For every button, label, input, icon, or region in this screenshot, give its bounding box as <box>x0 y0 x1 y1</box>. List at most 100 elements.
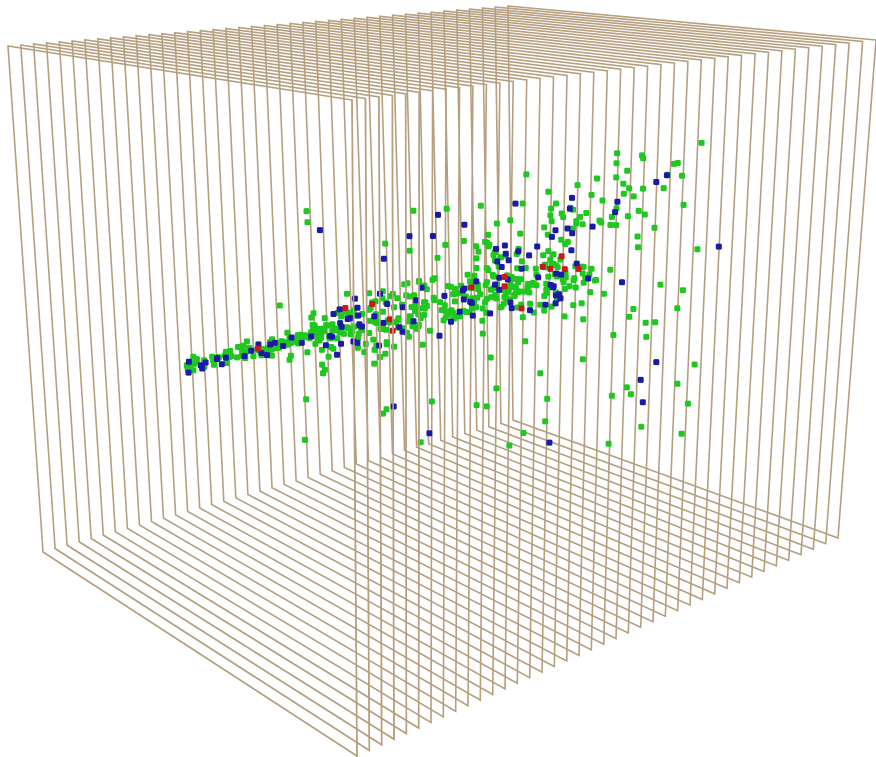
hit-green-point <box>482 282 489 289</box>
hit-green-point <box>303 396 310 403</box>
hit-blue-point <box>338 323 345 330</box>
hit-blue-point <box>448 318 454 325</box>
hit-blue-point <box>371 313 378 320</box>
hit-green-point <box>493 220 500 227</box>
hit-blue-point <box>355 312 362 319</box>
hit-green-point <box>519 314 526 321</box>
hit-red-point <box>386 316 393 323</box>
hit-green-point <box>545 248 552 255</box>
hit-green-point <box>583 210 590 216</box>
hit-blue-point <box>542 301 549 308</box>
hit-blue-point <box>380 319 387 326</box>
hit-blue-point <box>566 205 573 212</box>
hit-red-point <box>254 345 261 352</box>
detector-plane <box>443 10 810 568</box>
hit-green-point <box>303 208 310 215</box>
hit-red-point <box>501 274 508 280</box>
hit-green-point <box>471 272 478 279</box>
hit-green-point <box>287 352 294 359</box>
hit-blue-point <box>564 225 571 232</box>
hit-green-point <box>394 295 401 302</box>
hit-green-point <box>570 277 577 284</box>
hit-green-point <box>635 244 641 251</box>
hit-green-point <box>548 218 555 225</box>
hit-green-point <box>518 258 525 265</box>
hit-blue-point <box>354 304 361 311</box>
hit-green-point <box>370 336 377 343</box>
hit-blue-point <box>493 245 499 252</box>
detector-plane <box>212 28 568 668</box>
hit-blue-point <box>380 255 387 262</box>
hit-green-point <box>250 353 257 360</box>
hit-green-point <box>577 213 584 220</box>
hit-blue-point <box>322 342 329 349</box>
hit-green-point <box>487 286 494 293</box>
hit-green-point <box>479 317 486 324</box>
detector-plane <box>263 24 622 646</box>
detector-plane <box>430 11 797 573</box>
hit-green-point <box>641 211 648 218</box>
hit-green-point <box>383 339 390 346</box>
hit-blue-point <box>336 306 343 313</box>
hit-green-point <box>594 175 600 182</box>
hit-green-point <box>426 327 433 334</box>
hit-green-point <box>540 252 547 259</box>
hit-green-point <box>483 403 490 410</box>
hit-green-point <box>474 294 481 301</box>
hit-blue-point <box>467 298 474 305</box>
hit-blue-point <box>354 339 361 346</box>
hit-green-point <box>473 402 480 409</box>
detector-plane <box>391 14 756 590</box>
hit-blue-point <box>280 343 287 349</box>
hit-blue-point <box>214 355 221 362</box>
hit-green-point <box>580 279 587 286</box>
hit-green-point <box>223 360 230 366</box>
hit-green-point <box>691 361 698 368</box>
hit-green-point <box>383 406 390 413</box>
hit-green-point <box>366 330 373 336</box>
hit-green-point <box>475 248 482 255</box>
hit-blue-point <box>316 227 323 234</box>
hit-blue-point <box>546 439 553 446</box>
hit-green-point <box>319 361 326 368</box>
hit-green-point <box>553 200 559 207</box>
hit-green-point <box>394 316 401 323</box>
hit-green-point <box>578 300 585 307</box>
hit-green-point <box>624 167 631 174</box>
hit-green-point <box>660 185 667 192</box>
hit-green-point <box>626 313 633 320</box>
hit-blue-point <box>327 333 334 339</box>
hit-blue-point <box>548 233 555 240</box>
hit-green-point <box>309 322 316 328</box>
hit-blue-point <box>436 332 443 339</box>
detector-plane <box>148 33 501 696</box>
detector-plane-edge <box>90 93 408 736</box>
hit-green-point <box>487 354 494 361</box>
hit-green-point <box>605 440 612 447</box>
hit-blue-point <box>637 376 644 383</box>
hit-green-point <box>464 271 471 278</box>
hit-blue-point <box>461 221 468 228</box>
hit-blue-point <box>568 247 575 254</box>
hit-green-point <box>580 263 587 270</box>
hit-blue-point <box>715 243 722 250</box>
hit-green-point <box>362 341 369 347</box>
hit-green-point <box>354 344 361 351</box>
hit-blue-point <box>185 369 192 376</box>
hit-blue-point <box>619 279 625 286</box>
hit-green-point <box>566 283 573 290</box>
hit-blue-point <box>376 342 383 349</box>
hit-blue-point <box>496 274 503 281</box>
hit-blue-point <box>505 257 512 264</box>
hit-green-point <box>452 285 458 292</box>
hit-green-point <box>314 331 321 338</box>
hit-green-point <box>515 276 522 283</box>
hit-blue-point <box>338 340 344 347</box>
hit-green-point <box>613 160 620 167</box>
hit-green-point <box>526 289 533 296</box>
hit-green-point <box>607 222 614 228</box>
hit-green-point <box>336 329 343 336</box>
hit-green-point <box>623 384 630 391</box>
hit-green-point <box>674 380 681 387</box>
